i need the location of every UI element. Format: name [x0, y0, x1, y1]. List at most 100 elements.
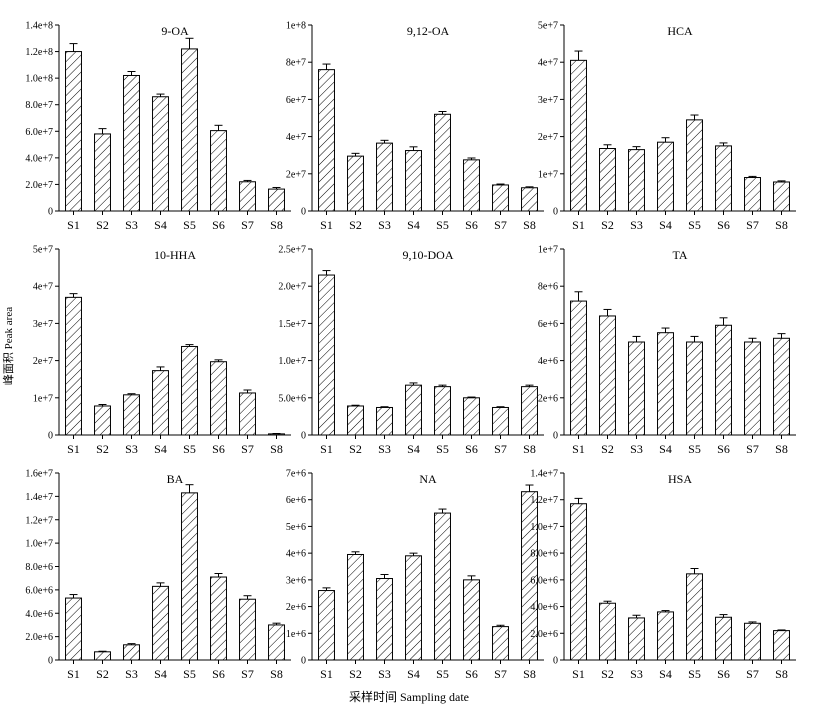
bar-s5: [434, 386, 451, 436]
bar-s8: [268, 624, 285, 661]
bar-s3: [376, 406, 393, 436]
bar-s7: [744, 341, 761, 436]
y-tick-label: 1.6e+7: [25, 469, 53, 480]
x-tick-label: S2: [96, 442, 109, 456]
y-tick-label: 3e+7: [33, 319, 53, 330]
bar-s6: [210, 130, 227, 212]
y-tick-label: 1e+7: [538, 169, 558, 180]
y-tick-label: 5e+6: [286, 522, 306, 533]
bar-s8: [268, 433, 285, 436]
x-tick-label: S4: [154, 218, 167, 232]
panel-10-hha: 0 1e+7 2e+7 3e+7 4e+7 5e+7 10-HHA S1 S2 S3 S4 S5 S6 S…: [33, 245, 291, 456]
bar-s1: [318, 69, 335, 212]
x-tick-label: S6: [212, 218, 225, 232]
x-tick-label: S8: [523, 218, 536, 232]
y-tick-label: 2.0e+7: [25, 180, 53, 191]
panel-title: 9,10-DOA: [403, 248, 454, 262]
y-tick-label: 1e+8: [286, 21, 306, 32]
y-tick-label: 1.0e+8: [25, 74, 53, 85]
bar-s1: [570, 59, 587, 212]
x-tick-label: S5: [688, 667, 701, 681]
panel-title: BA: [167, 472, 184, 486]
x-tick-label: S6: [212, 442, 225, 456]
panel-ta: 0 2e+6 4e+6 6e+6 8e+6 1e+7 TA S1 S2 S3 S4 S5 S6 S7 S8: [538, 245, 796, 456]
panel-title: TA: [672, 248, 687, 262]
x-tick-label: S4: [154, 442, 167, 456]
x-tick-label: S5: [183, 442, 196, 456]
bar-s3: [628, 149, 645, 212]
x-tick-label: S6: [465, 218, 478, 232]
x-tick-label: S4: [154, 667, 167, 681]
bar-s2: [599, 148, 616, 212]
bar-s7: [744, 622, 761, 661]
x-tick-label: S2: [349, 218, 362, 232]
y-tick-label: 6e+6: [286, 495, 306, 506]
x-tick-label: S7: [494, 442, 507, 456]
x-tick-label: S4: [407, 218, 420, 232]
bar-s2: [347, 553, 364, 661]
x-tick-label: S4: [407, 442, 420, 456]
x-tick-label: S8: [775, 667, 788, 681]
x-tick-label: S8: [270, 667, 283, 681]
bar-s2: [347, 155, 364, 212]
x-tick-label: S6: [717, 442, 730, 456]
x-tick-label: S3: [125, 218, 138, 232]
x-tick-label: S1: [67, 667, 80, 681]
bar-s8: [521, 187, 538, 212]
bar-s5: [434, 113, 451, 212]
x-tick-label: S5: [436, 442, 449, 456]
x-tick-label: S3: [630, 667, 643, 681]
bar-s4: [657, 141, 674, 212]
x-tick-label: S7: [494, 667, 507, 681]
bar-s4: [657, 611, 674, 661]
y-tick-label: 3e+6: [286, 575, 306, 586]
x-tick-label: S6: [212, 667, 225, 681]
x-tick-label: S3: [125, 667, 138, 681]
x-tick-label: S1: [320, 442, 333, 456]
bar-s7: [492, 184, 509, 212]
bar-s5: [434, 512, 451, 661]
bar-s2: [94, 651, 111, 661]
x-tick-label: S7: [241, 218, 254, 232]
panel-title: HSA: [668, 472, 692, 486]
bar-s6: [210, 361, 227, 436]
bar-s7: [744, 177, 761, 212]
x-tick-label: S5: [436, 667, 449, 681]
panel-9-10-doa: 0 5.0e+6 1.0e+7 1.5e+7 2.0e+7 2.5e+7 9,10-DOA S…: [278, 245, 544, 456]
x-tick-label: S1: [67, 218, 80, 232]
y-tick-label: 8.0e+6: [530, 549, 558, 560]
x-tick-label: S7: [494, 218, 507, 232]
x-tick-label: S7: [241, 667, 254, 681]
x-tick-label: S6: [717, 667, 730, 681]
y-tick-label: 4.0e+6: [530, 602, 558, 613]
y-tick-label: 1.2e+7: [25, 515, 53, 526]
bar-s3: [628, 341, 645, 436]
y-tick-label: 8.0e+7: [25, 100, 53, 111]
x-tick-label: S3: [378, 218, 391, 232]
bar-s8: [773, 337, 790, 436]
y-tick-label: 1.0e+7: [530, 522, 558, 533]
y-tick-label: 8e+7: [286, 58, 306, 69]
x-tick-label: S3: [125, 442, 138, 456]
bar-s7: [492, 406, 509, 436]
y-tick-label: 1e+7: [33, 393, 53, 404]
y-tick-label: 6e+7: [286, 95, 306, 106]
y-tick-label: 6.0e+6: [25, 585, 53, 596]
bar-s4: [152, 585, 169, 661]
bar-s7: [239, 598, 256, 661]
panel-hsa: 0 2.0e+6 4.0e+6 6.0e+6 8.0e+6 1.0e+7 1.2e+7 1.4…: [530, 469, 796, 681]
x-tick-label: S7: [746, 667, 759, 681]
y-tick-label: 6.0e+6: [530, 575, 558, 586]
y-tick-label: 0: [301, 431, 306, 442]
y-tick-label: 0: [553, 656, 558, 667]
bar-s8: [773, 181, 790, 212]
y-tick-label: 1e+6: [286, 629, 306, 640]
y-tick-label: 4e+7: [538, 58, 558, 69]
bar-s2: [347, 405, 364, 436]
x-tick-label: S4: [407, 667, 420, 681]
bar-s3: [376, 142, 393, 212]
y-tick-label: 4e+6: [286, 549, 306, 560]
x-tick-label: S6: [465, 667, 478, 681]
y-tick-label: 0: [301, 207, 306, 218]
